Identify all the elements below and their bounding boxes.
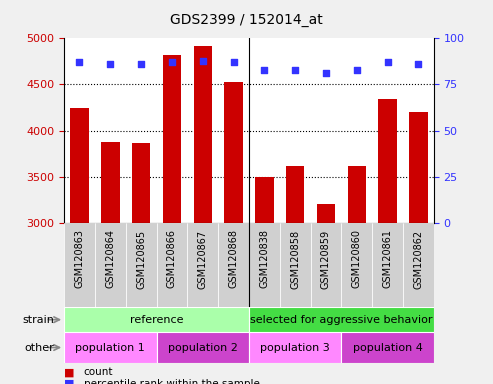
Bar	[132, 142, 150, 223]
Point	[75, 59, 83, 65]
Bar	[403, 223, 434, 307]
Bar	[95, 223, 126, 307]
Bar	[193, 46, 212, 223]
Text: GSM120868: GSM120868	[229, 230, 239, 288]
Text: reference: reference	[130, 314, 183, 325]
Bar	[64, 307, 249, 332]
Bar	[341, 223, 372, 307]
Point	[199, 58, 207, 64]
Point	[322, 70, 330, 76]
Text: percentile rank within the sample: percentile rank within the sample	[84, 379, 260, 384]
Bar	[218, 223, 249, 307]
Point	[137, 61, 145, 67]
Text: GSM120862: GSM120862	[414, 230, 423, 289]
Text: GSM120859: GSM120859	[321, 230, 331, 289]
Text: population 3: population 3	[260, 343, 330, 353]
Point	[106, 61, 114, 67]
Bar	[64, 332, 157, 363]
Text: count: count	[84, 367, 113, 377]
Point	[384, 59, 391, 65]
Bar	[249, 307, 434, 332]
Text: GSM120863: GSM120863	[74, 230, 84, 288]
Text: ■: ■	[64, 379, 74, 384]
Bar	[126, 223, 157, 307]
Point	[168, 59, 176, 65]
Bar	[101, 142, 119, 223]
Bar	[341, 332, 434, 363]
Bar	[372, 223, 403, 307]
Bar	[286, 166, 305, 223]
Bar	[64, 223, 95, 307]
Text: other: other	[25, 343, 54, 353]
Bar	[378, 99, 397, 223]
Text: population 4: population 4	[352, 343, 423, 353]
Bar	[157, 223, 187, 307]
Bar	[187, 223, 218, 307]
Text: GSM120866: GSM120866	[167, 230, 177, 288]
Text: GSM120861: GSM120861	[383, 230, 392, 288]
Text: GSM120860: GSM120860	[352, 230, 362, 288]
Bar	[70, 108, 89, 223]
Point	[415, 61, 423, 67]
Bar	[255, 177, 274, 223]
Text: GSM120865: GSM120865	[136, 230, 146, 289]
Text: GSM120838: GSM120838	[259, 230, 269, 288]
Point	[230, 59, 238, 65]
Bar	[249, 223, 280, 307]
Text: GSM120867: GSM120867	[198, 230, 208, 289]
Text: strain: strain	[22, 314, 54, 325]
Bar	[224, 82, 243, 223]
Text: population 1: population 1	[75, 343, 145, 353]
Point	[353, 67, 361, 73]
Text: GDS2399 / 152014_at: GDS2399 / 152014_at	[170, 13, 323, 27]
Text: GSM120858: GSM120858	[290, 230, 300, 289]
Bar	[280, 223, 311, 307]
Bar	[311, 223, 341, 307]
Text: selected for aggressive behavior: selected for aggressive behavior	[250, 314, 433, 325]
Bar	[157, 332, 249, 363]
Point	[291, 67, 299, 73]
Bar	[409, 112, 427, 223]
Bar	[163, 55, 181, 223]
Bar	[317, 204, 335, 223]
Bar	[348, 166, 366, 223]
Point	[260, 67, 268, 73]
Text: population 2: population 2	[168, 343, 238, 353]
Text: GSM120864: GSM120864	[106, 230, 115, 288]
Bar	[249, 332, 341, 363]
Text: ■: ■	[64, 367, 74, 377]
